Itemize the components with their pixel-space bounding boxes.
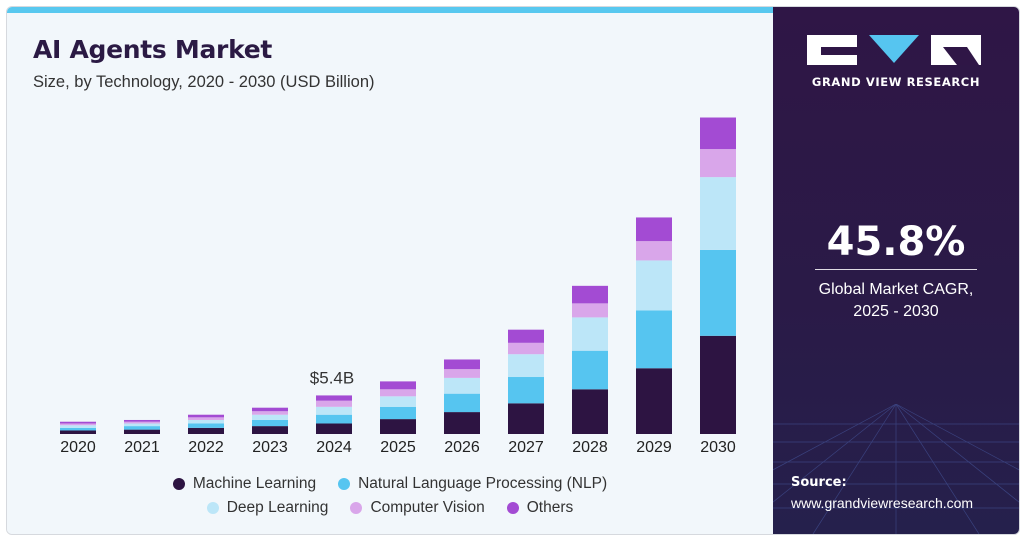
bar-segment [508,342,544,355]
accent-bar [7,7,773,13]
bar-segment [572,285,608,304]
bar-segment [252,411,288,415]
bar-segment [316,400,352,407]
bar-segment [252,414,288,420]
chart-title: AI Agents Market [33,35,273,64]
bar-segment [252,419,288,427]
bar-segment [572,317,608,351]
x-tick-label: 2023 [252,439,288,456]
bar-segment [124,423,160,427]
bar-segment [316,414,352,424]
x-tick-label: 2024 [316,439,352,456]
bar-segment [572,303,608,318]
bar-segment [700,177,736,250]
bar-segment [252,407,288,412]
summary-panel: GRAND VIEW RESEARCH 45.8% Global Market … [773,7,1019,534]
chart-panel: AI Agents Market Size, by Technology, 20… [7,7,773,534]
legend-swatch [338,478,351,490]
bar-segment [188,423,224,428]
bar-segment [252,426,288,434]
bar-segment [444,412,480,434]
bar-segment [380,396,416,407]
cagr-label: Global Market CAGR, 2025 - 2030 [818,281,974,320]
legend-row: Machine Learning Natural Language Process… [7,475,773,493]
x-tick-label: 2022 [188,439,224,456]
bar-segment [444,393,480,413]
bar-segment [636,260,672,311]
grand-view-research-logo [807,35,981,65]
bar-segment [60,423,96,426]
bar-segment [188,417,224,420]
bar-segment [188,419,224,424]
bar-segment [316,395,352,401]
legend-label: Computer Vision [370,499,485,516]
legend-label: Deep Learning [226,499,329,516]
bar-segment [380,381,416,390]
legend-swatch [172,478,185,490]
legend-label: Others [526,499,574,516]
perspective-grid-decoration [773,404,1019,534]
source-label: Source: [791,475,847,490]
bar-segment [380,389,416,397]
legend-swatch [206,502,219,514]
legend-item: Others [506,499,574,517]
legend-item: Deep Learning [206,499,329,517]
bar-segment [188,414,224,418]
bar-segment [60,430,96,434]
legend-label: Natural Language Processing (NLP) [358,475,608,492]
chart-subtitle: Size, by Technology, 2020 - 2030 (USD Bi… [33,73,375,91]
infographic-card: AI Agents Market Size, by Technology, 20… [6,6,1020,535]
bar-segment [572,350,608,390]
bar-segment [60,425,96,428]
bar-segment [636,368,672,434]
bar-segment [316,423,352,434]
data-label: $5.4B [310,368,354,387]
bar-segment [700,117,736,150]
x-tick-label: 2020 [60,439,96,456]
bar-segment [380,419,416,434]
bar-segment [700,249,736,336]
bar-segment [508,377,544,404]
stacked-bar-chart: 2020 2021 2022 2023 2024 $5.4B 2025 2026 2027 202… [60,117,736,456]
bar-segment [700,335,736,434]
bar-segment [444,369,480,378]
legend-swatch [506,502,519,514]
source-url[interactable]: www.grandviewresearch.com [791,495,974,511]
x-tick-label: 2027 [508,439,544,456]
bar-segment [124,429,160,434]
divider [815,269,977,270]
bar-segment [572,389,608,434]
bar-segment [316,406,352,415]
x-tick-label: 2030 [700,439,736,456]
legend-item: Computer Vision [350,499,485,517]
x-tick-label: 2026 [444,439,480,456]
bar-segment [636,217,672,242]
legend-item: Machine Learning [172,475,317,493]
legend-label: Machine Learning [192,475,317,492]
bar-segment [124,419,160,422]
bar-segment [124,421,160,424]
legend-item: Natural Language Processing (NLP) [338,475,607,493]
x-tick-label: 2028 [572,439,608,456]
cagr-value: 45.8% [826,219,966,265]
x-tick-label: 2021 [124,439,160,456]
brand-name: GRAND VIEW RESEARCH [811,75,981,89]
x-tick-label: 2029 [636,439,672,456]
legend-row: Deep Learning Computer Vision Others [7,499,773,517]
bar-segment [60,427,96,431]
bar-segment [444,359,480,370]
bar-segment [444,377,480,394]
x-tick-label: 2025 [380,439,416,456]
bar-segment [188,427,224,434]
bar-segment [508,403,544,434]
bar-segment [380,406,416,420]
bar-segment [508,329,544,343]
legend-swatch [350,502,363,514]
bar-segment [508,354,544,378]
bar-segment [636,310,672,369]
bar-segment [636,241,672,261]
bar-segment [60,421,96,424]
bar-segment [124,426,160,430]
bar-segment [700,149,736,178]
